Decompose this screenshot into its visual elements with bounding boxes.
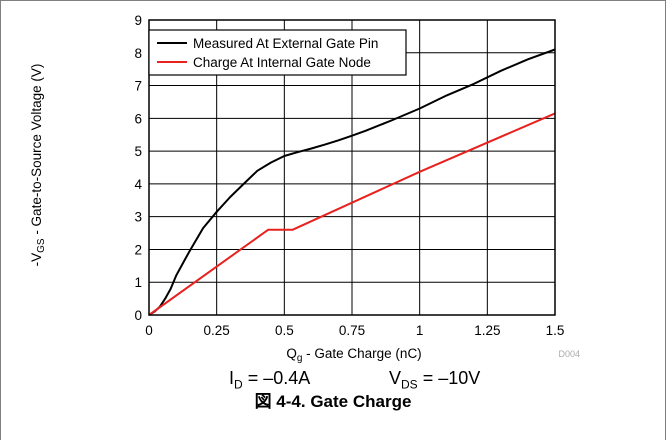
series-lines [148,48,556,316]
y-tick-labels: 0 1 2 3 4 5 6 7 8 9 [134,13,142,323]
x-tick-label: 0.75 [339,323,365,338]
y-tick-label: 9 [134,13,142,28]
y-axis-label: -VGS - Gate-to-Source Voltage (V) [29,64,47,267]
x-tick-label: 1.5 [546,323,565,338]
y-tick-label: 0 [134,308,142,323]
condition-vds: VDS = –10V [389,368,481,392]
y-tick-label: 2 [134,242,142,257]
y-tick-label: 1 [134,275,142,290]
legend-label-measured: Measured At External Gate Pin [193,36,378,51]
y-tick-label: 5 [134,144,142,159]
y-tick-label: 7 [134,79,142,94]
y-tick-label: 4 [134,177,142,192]
figure-caption: 図 4-4. Gate Charge [254,392,412,411]
gate-charge-chart: 0 0.25 0.5 0.75 1 1.25 1.5 0 1 2 3 4 5 6 7 8 9 Measured… [29,13,580,364]
y-tick-label: 3 [134,210,142,225]
legend-label-internal: Charge At Internal Gate Node [193,55,371,70]
x-tick-label: 1 [416,323,424,338]
legend-box [148,29,407,76]
series-line-measured [148,48,556,316]
series-line-internal [148,112,556,316]
figure-code: D004 [558,349,580,359]
plot-area-border [148,19,556,316]
x-tick-label: 1.25 [474,323,500,338]
x-tick-label: 0.5 [275,323,294,338]
y-tick-label: 6 [134,111,142,126]
condition-id: ID = –0.4A [229,368,311,392]
x-axis-label: Qg - Gate Charge (nC) [286,346,421,364]
x-tick-label: 0 [145,323,153,338]
x-tick-label: 0.25 [204,323,230,338]
x-tick-labels: 0 0.25 0.5 0.75 1 1.25 1.5 [145,323,564,338]
legend: Measured At External Gate Pin Charge At … [148,29,407,76]
y-tick-label: 8 [134,46,142,61]
